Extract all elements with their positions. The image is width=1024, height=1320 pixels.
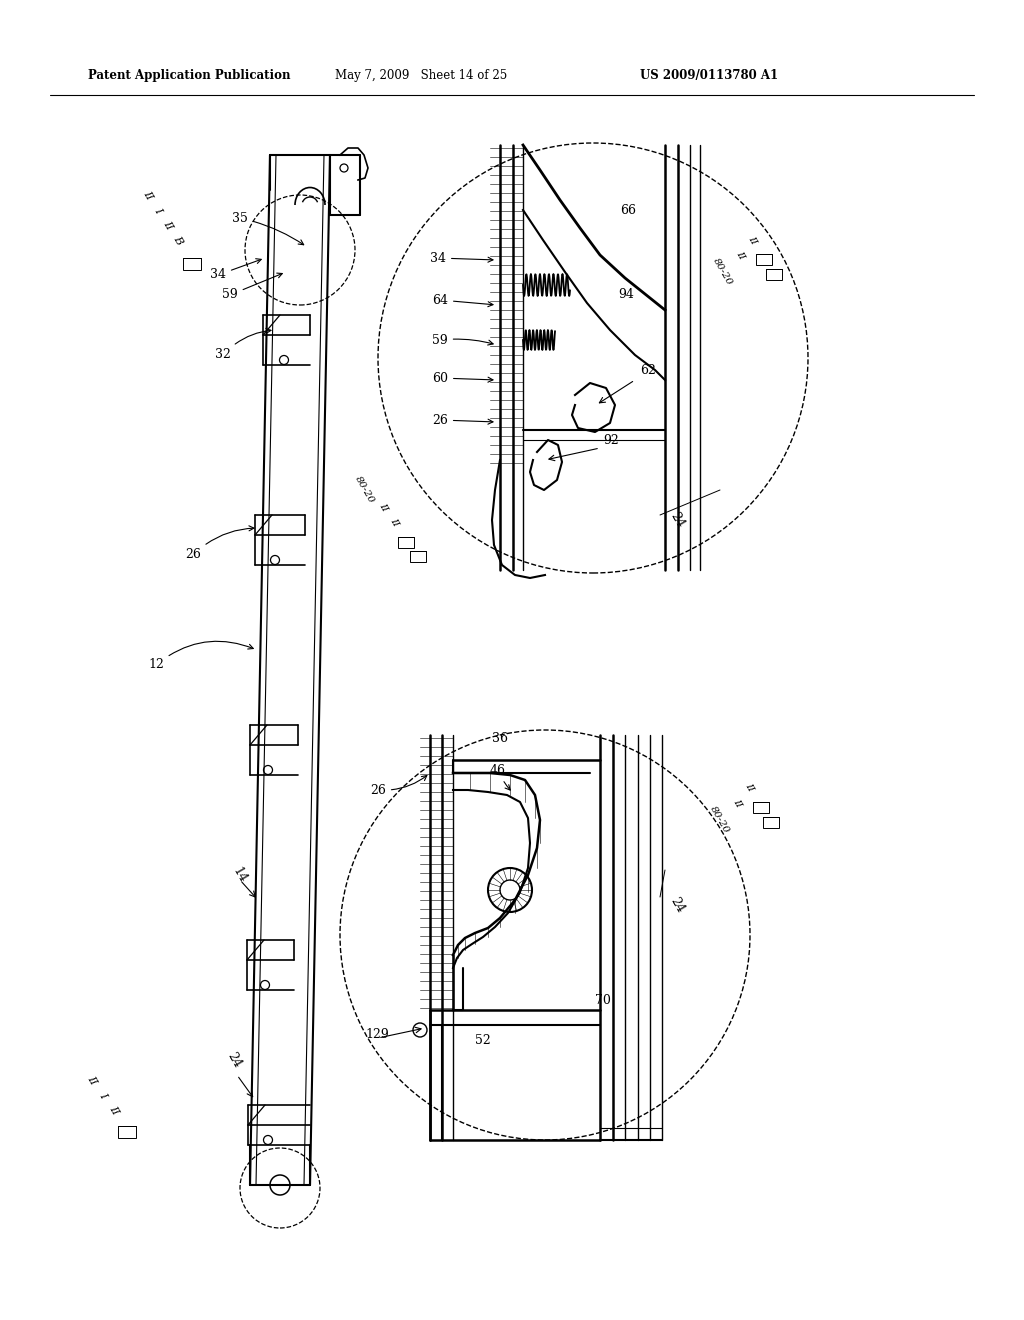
Text: 59: 59 <box>432 334 494 346</box>
Text: II: II <box>85 1073 98 1086</box>
Text: 129: 129 <box>365 1028 389 1041</box>
Text: II: II <box>734 249 745 261</box>
Text: II: II <box>141 189 155 201</box>
Text: II: II <box>743 781 755 793</box>
Text: 26: 26 <box>432 413 493 426</box>
Text: 46: 46 <box>490 763 510 791</box>
Text: 70: 70 <box>595 994 611 1006</box>
Text: 14: 14 <box>230 865 249 886</box>
Text: 80-20: 80-20 <box>353 475 377 506</box>
Text: II: II <box>388 516 400 528</box>
Text: I: I <box>153 206 164 214</box>
Text: 34: 34 <box>210 259 261 281</box>
Text: 59: 59 <box>222 273 283 301</box>
Bar <box>766 269 782 280</box>
Text: 12: 12 <box>148 642 253 672</box>
Text: B: B <box>172 234 184 246</box>
Text: 36: 36 <box>492 731 508 744</box>
Bar <box>118 1126 136 1138</box>
Text: 80-20: 80-20 <box>712 257 734 288</box>
Text: 60: 60 <box>432 371 493 384</box>
Text: II: II <box>108 1104 121 1117</box>
Text: 52: 52 <box>475 1034 490 1047</box>
Text: 35: 35 <box>232 211 304 244</box>
Text: Patent Application Publication: Patent Application Publication <box>88 69 291 82</box>
Text: 32: 32 <box>215 329 271 362</box>
Text: 64: 64 <box>432 293 493 306</box>
Text: 26: 26 <box>185 525 254 561</box>
Text: 66: 66 <box>620 203 636 216</box>
Text: II: II <box>731 797 743 809</box>
Text: 94: 94 <box>618 289 634 301</box>
Bar <box>183 257 201 271</box>
Text: 80-20: 80-20 <box>709 805 731 836</box>
Bar <box>398 537 414 548</box>
Text: 24: 24 <box>668 510 687 531</box>
Text: 62: 62 <box>640 363 656 376</box>
Bar <box>410 550 426 562</box>
Text: II: II <box>746 234 758 246</box>
Bar <box>756 253 772 265</box>
Text: 26: 26 <box>370 776 427 796</box>
Text: 92: 92 <box>603 433 618 446</box>
Text: 24: 24 <box>668 895 687 915</box>
Text: 24: 24 <box>225 1049 244 1071</box>
Text: II: II <box>162 219 174 231</box>
Bar <box>763 817 779 828</box>
Text: May 7, 2009   Sheet 14 of 25: May 7, 2009 Sheet 14 of 25 <box>335 69 507 82</box>
Text: US 2009/0113780 A1: US 2009/0113780 A1 <box>640 69 778 82</box>
Text: 34: 34 <box>430 252 493 264</box>
Bar <box>753 803 769 813</box>
Text: I: I <box>97 1090 109 1100</box>
Text: II: II <box>377 502 389 513</box>
